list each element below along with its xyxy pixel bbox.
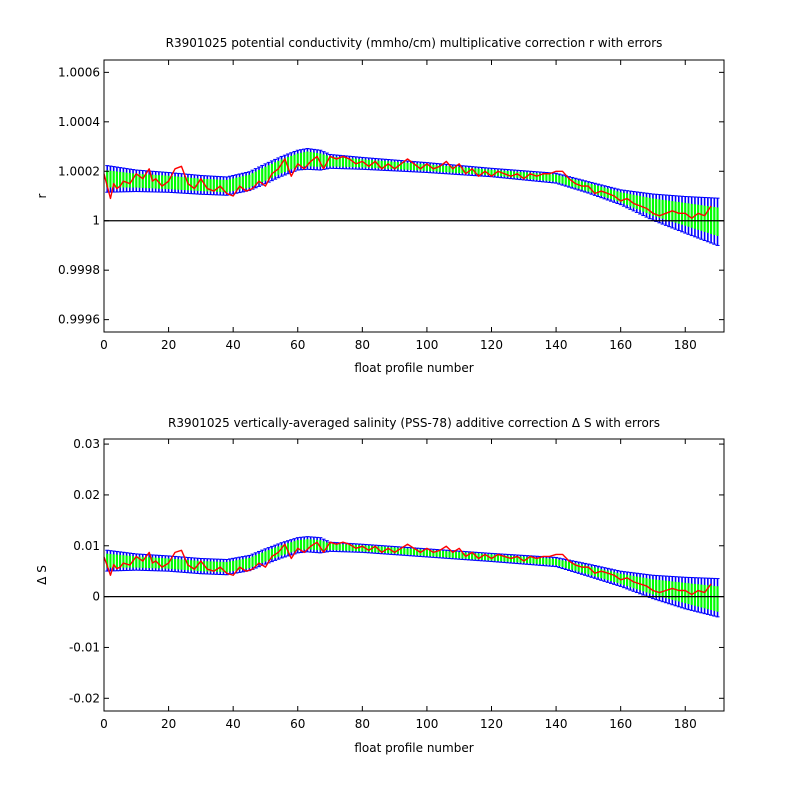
error-bars-inner [106, 151, 719, 236]
x-tick-label: 160 [609, 338, 632, 352]
salinity-correction-panel: R3901025 vertically-averaged salinity (P… [35, 416, 725, 755]
y-tick-label: 0.9996 [58, 313, 100, 327]
x-axis-label: float profile number [354, 361, 473, 375]
y-tick-label: 0.02 [73, 488, 100, 502]
y-tick-label: -0.02 [69, 691, 100, 705]
y-axis-label: Δ S [35, 565, 49, 585]
y-tick-label: 1.0004 [58, 115, 100, 129]
axes-frame [103, 59, 725, 333]
x-tick-label: 0 [100, 717, 108, 731]
y-tick-label: 1.0002 [58, 164, 100, 178]
plot-area: 0 20 40 60 80 100 120 140 160 180 -0.02 -0.01 0 0.01 0… [69, 437, 725, 731]
x-tick-label: 100 [415, 717, 438, 731]
profile-line [103, 541, 712, 596]
y-tick-label: 1.0006 [58, 65, 100, 79]
y-tick-label: -0.01 [69, 640, 100, 654]
x-tick-label: 180 [674, 338, 697, 352]
x-tick-label: 180 [674, 717, 697, 731]
profile-line [103, 155, 712, 219]
x-tick-label: 20 [161, 717, 176, 731]
y-tick-label: 0 [92, 590, 100, 604]
y-tick-label: 0.03 [73, 437, 100, 451]
y-tick-label: 0.9998 [58, 263, 100, 277]
x-tick-label: 0 [100, 338, 108, 352]
x-tick-label: 80 [355, 717, 370, 731]
x-tick-label: 140 [545, 338, 568, 352]
chart-title: R3901025 vertically-averaged salinity (P… [168, 416, 660, 430]
chart-title: R3901025 potential conductivity (mmho/cm… [166, 36, 663, 50]
axes-frame [103, 438, 725, 712]
x-tick-label: 140 [545, 717, 568, 731]
x-tick-label: 120 [480, 717, 503, 731]
x-tick-label: 60 [290, 338, 305, 352]
x-tick-label: 60 [290, 717, 305, 731]
x-tick-label: 120 [480, 338, 503, 352]
plot-area: 0 20 40 60 80 100 120 140 160 180 0.9996 0.9998 1 1.0… [58, 59, 725, 352]
y-axis-label: r [35, 193, 49, 198]
conductivity-correction-panel: R3901025 potential conductivity (mmho/cm… [35, 36, 725, 375]
x-tick-label: 40 [226, 338, 241, 352]
x-axis-label: float profile number [354, 741, 473, 755]
x-tick-label: 20 [161, 338, 176, 352]
x-tick-label: 40 [226, 717, 241, 731]
x-tick-label: 80 [355, 338, 370, 352]
x-tick-label: 100 [415, 338, 438, 352]
y-tick-label: 1 [92, 214, 100, 228]
x-tick-label: 160 [609, 717, 632, 731]
y-tick-label: 0.01 [73, 539, 100, 553]
